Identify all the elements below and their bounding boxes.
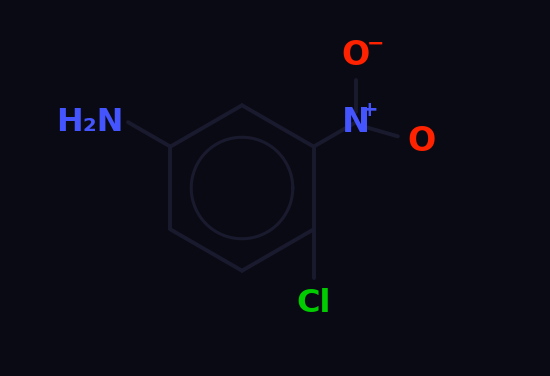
Text: −: −	[367, 33, 384, 53]
Text: N: N	[342, 106, 370, 139]
Text: Cl: Cl	[296, 288, 331, 319]
Text: +: +	[361, 100, 379, 120]
Text: O: O	[342, 39, 370, 72]
Text: O: O	[408, 125, 436, 158]
Text: H₂N: H₂N	[57, 107, 124, 138]
